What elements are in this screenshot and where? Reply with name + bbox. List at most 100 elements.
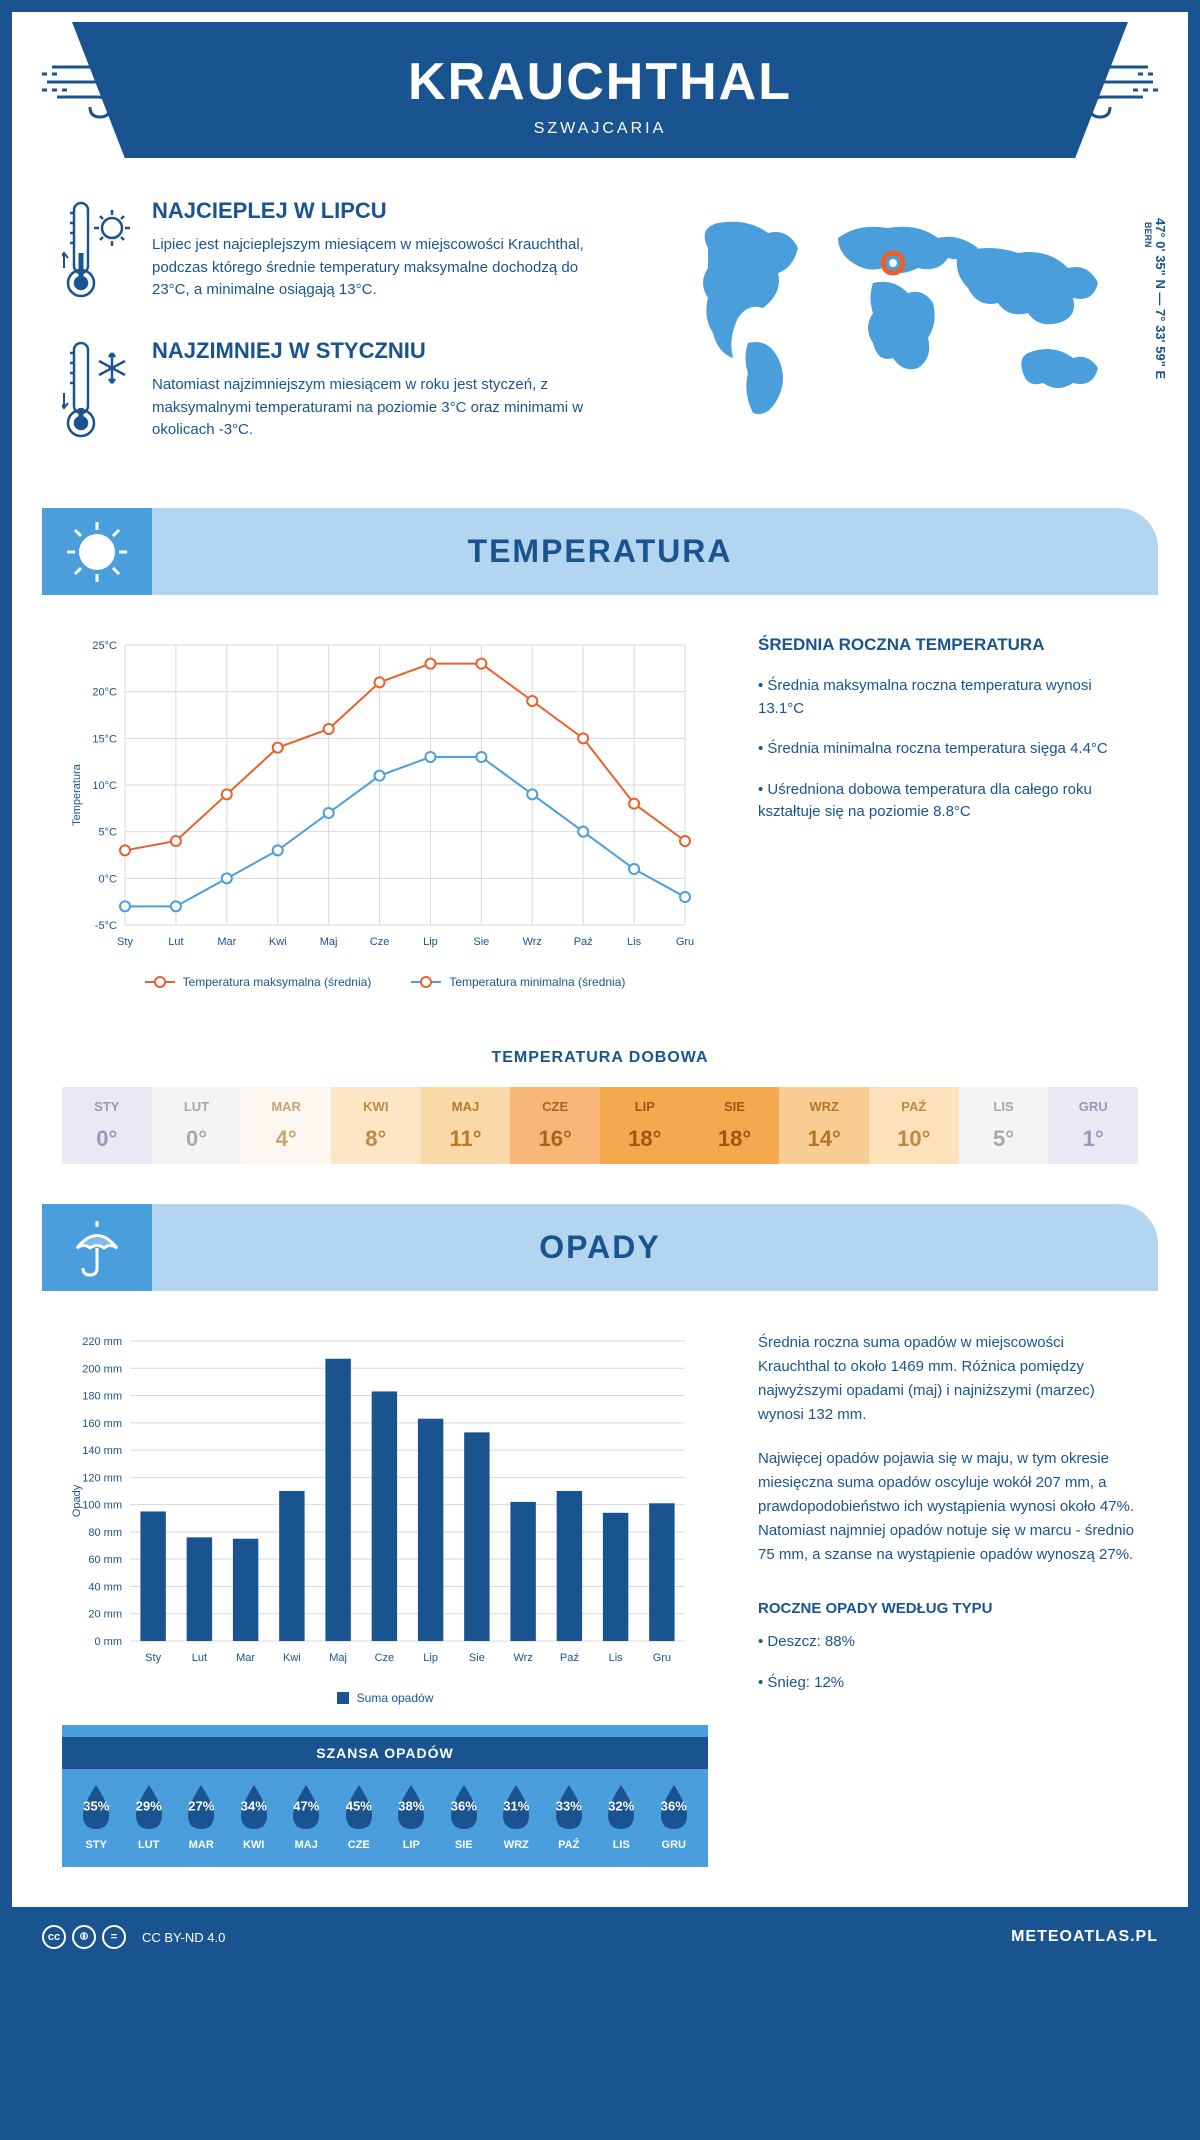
svg-text:Paź: Paź: [574, 936, 593, 948]
svg-text:Gru: Gru: [676, 936, 694, 948]
svg-text:Temperatura: Temperatura: [71, 763, 83, 826]
chance-title: SZANSA OPADÓW: [62, 1737, 708, 1769]
nd-icon: =: [102, 1925, 126, 1949]
by-icon: 🅯: [72, 1925, 96, 1949]
month-cell: GRU1°: [1048, 1087, 1138, 1164]
temperature-line-chart: -5°C0°C5°C10°C15°C20°C25°CStyLutMarKwiMa…: [62, 635, 708, 955]
thermometer-sun-icon: [62, 198, 132, 308]
country-subtitle: SZWAJCARIA: [72, 120, 1128, 138]
chance-cell: 32%LIS: [597, 1781, 646, 1851]
daily-temp-grid: STY0°LUT0°MAR4°KWI8°MAJ11°CZE16°LIP18°SI…: [62, 1087, 1138, 1164]
chance-cell: 27%MAR: [177, 1781, 226, 1851]
month-cell: LIP18°: [600, 1087, 690, 1164]
month-cell: MAR4°: [241, 1087, 331, 1164]
precip-type-item: • Śnieg: 12%: [758, 1672, 1138, 1695]
svg-text:180 mm: 180 mm: [82, 1391, 122, 1403]
svg-text:Lis: Lis: [609, 1652, 624, 1664]
coordinates: 47° 0' 35" N — 7° 33' 59" E BERN: [1143, 218, 1168, 379]
chance-cell: 36%GRU: [650, 1781, 699, 1851]
svg-text:Maj: Maj: [320, 936, 338, 948]
svg-text:Mar: Mar: [236, 1652, 255, 1664]
page-footer: cc 🅯 = CC BY-ND 4.0 METEOATLAS.PL: [12, 1907, 1188, 1967]
page-header: KRAUCHTHAL SZWAJCARIA: [72, 22, 1128, 158]
month-cell: LUT0°: [152, 1087, 242, 1164]
temperature-section-banner: TEMPERATURA: [42, 508, 1158, 595]
chance-cell: 47%MAJ: [282, 1781, 331, 1851]
svg-text:Lut: Lut: [192, 1652, 207, 1664]
coldest-block: NAJZIMNIEJ W STYCZNIU Natomiast najzimni…: [62, 338, 618, 448]
warmest-block: NAJCIEPLEJ W LIPCU Lipiec jest najcieple…: [62, 198, 618, 308]
daily-temp-title: TEMPERATURA DOBOWA: [62, 1049, 1138, 1067]
svg-text:Lut: Lut: [168, 936, 183, 948]
sun-icon: [42, 508, 152, 595]
month-cell: LIS5°: [959, 1087, 1049, 1164]
svg-text:0 mm: 0 mm: [95, 1636, 123, 1648]
license-text: CC BY-ND 4.0: [142, 1930, 225, 1945]
svg-text:Cze: Cze: [375, 1652, 395, 1664]
svg-text:80 mm: 80 mm: [88, 1527, 122, 1539]
chance-cell: 34%KWI: [230, 1781, 279, 1851]
coldest-title: NAJZIMNIEJ W STYCZNIU: [152, 338, 618, 364]
warmest-title: NAJCIEPLEJ W LIPCU: [152, 198, 618, 224]
warmest-text: Lipiec jest najcieplejszym miesiącem w m…: [152, 234, 618, 302]
svg-text:Sty: Sty: [117, 936, 133, 948]
month-cell: MAJ11°: [421, 1087, 511, 1164]
month-cell: STY0°: [62, 1087, 152, 1164]
precip-type-item: • Deszcz: 88%: [758, 1631, 1138, 1654]
precip-text-1: Średnia roczna suma opadów w miejscowośc…: [758, 1331, 1138, 1427]
svg-text:Maj: Maj: [329, 1652, 347, 1664]
svg-text:Sie: Sie: [473, 936, 489, 948]
svg-text:Lis: Lis: [627, 936, 642, 948]
precip-type-title: ROCZNE OPADY WEDŁUG TYPU: [758, 1597, 1138, 1621]
svg-text:Gru: Gru: [653, 1652, 671, 1664]
svg-text:Kwi: Kwi: [269, 936, 287, 948]
svg-text:140 mm: 140 mm: [82, 1445, 122, 1457]
svg-text:200 mm: 200 mm: [82, 1363, 122, 1375]
temp-info-item: • Średnia minimalna roczna temperatura s…: [758, 738, 1138, 761]
svg-text:Lip: Lip: [423, 1652, 438, 1664]
month-cell: PAŹ10°: [869, 1087, 959, 1164]
temp-info-item: • Uśredniona dobowa temperatura dla całe…: [758, 779, 1138, 824]
bar-legend: Suma opadów: [62, 1691, 708, 1705]
svg-text:20°C: 20°C: [92, 687, 117, 699]
svg-text:120 mm: 120 mm: [82, 1472, 122, 1484]
svg-text:Mar: Mar: [217, 936, 236, 948]
svg-text:Paź: Paź: [560, 1652, 579, 1664]
chart-legend: .legend-swatch:nth-child(1)::after{borde…: [62, 975, 708, 989]
svg-text:-5°C: -5°C: [95, 920, 117, 932]
precip-text-2: Najwięcej opadów pojawia się w maju, w t…: [758, 1447, 1138, 1567]
avg-temp-title: ŚREDNIA ROCZNA TEMPERATURA: [758, 635, 1138, 655]
svg-text:0°C: 0°C: [99, 873, 118, 885]
svg-text:Wrz: Wrz: [523, 936, 542, 948]
precipitation-bar-chart: 0 mm20 mm40 mm60 mm80 mm100 mm120 mm140 …: [62, 1331, 708, 1671]
svg-text:220 mm: 220 mm: [82, 1336, 122, 1348]
month-cell: WRZ14°: [779, 1087, 869, 1164]
thermometer-snow-icon: [62, 338, 132, 448]
location-title: KRAUCHTHAL: [72, 52, 1128, 112]
chance-cell: 29%LUT: [125, 1781, 174, 1851]
svg-text:Lip: Lip: [423, 936, 438, 948]
month-cell: CZE16°: [510, 1087, 600, 1164]
chance-cell: 38%LIP: [387, 1781, 436, 1851]
chance-cell: 45%CZE: [335, 1781, 384, 1851]
svg-text:60 mm: 60 mm: [88, 1554, 122, 1566]
svg-text:Sie: Sie: [469, 1652, 485, 1664]
svg-text:20 mm: 20 mm: [88, 1609, 122, 1621]
svg-text:15°C: 15°C: [92, 733, 117, 745]
svg-text:160 mm: 160 mm: [82, 1418, 122, 1430]
svg-text:Kwi: Kwi: [283, 1652, 301, 1664]
world-map: [658, 198, 1138, 438]
month-cell: SIE18°: [690, 1087, 780, 1164]
chance-cell: 36%SIE: [440, 1781, 489, 1851]
temp-info-item: • Średnia maksymalna roczna temperatura …: [758, 675, 1138, 720]
precip-chance-box: SZANSA OPADÓW 35%STY29%LUT27%MAR34%KWI47…: [62, 1725, 708, 1867]
month-cell: KWI8°: [331, 1087, 421, 1164]
site-name: METEOATLAS.PL: [1011, 1928, 1158, 1946]
svg-text:Opady: Opady: [71, 1484, 83, 1517]
svg-text:10°C: 10°C: [92, 780, 117, 792]
svg-text:Sty: Sty: [145, 1652, 161, 1664]
svg-text:5°C: 5°C: [99, 827, 118, 839]
chance-cell: 31%WRZ: [492, 1781, 541, 1851]
svg-text:Wrz: Wrz: [513, 1652, 532, 1664]
precip-section-banner: OPADY: [42, 1204, 1158, 1291]
